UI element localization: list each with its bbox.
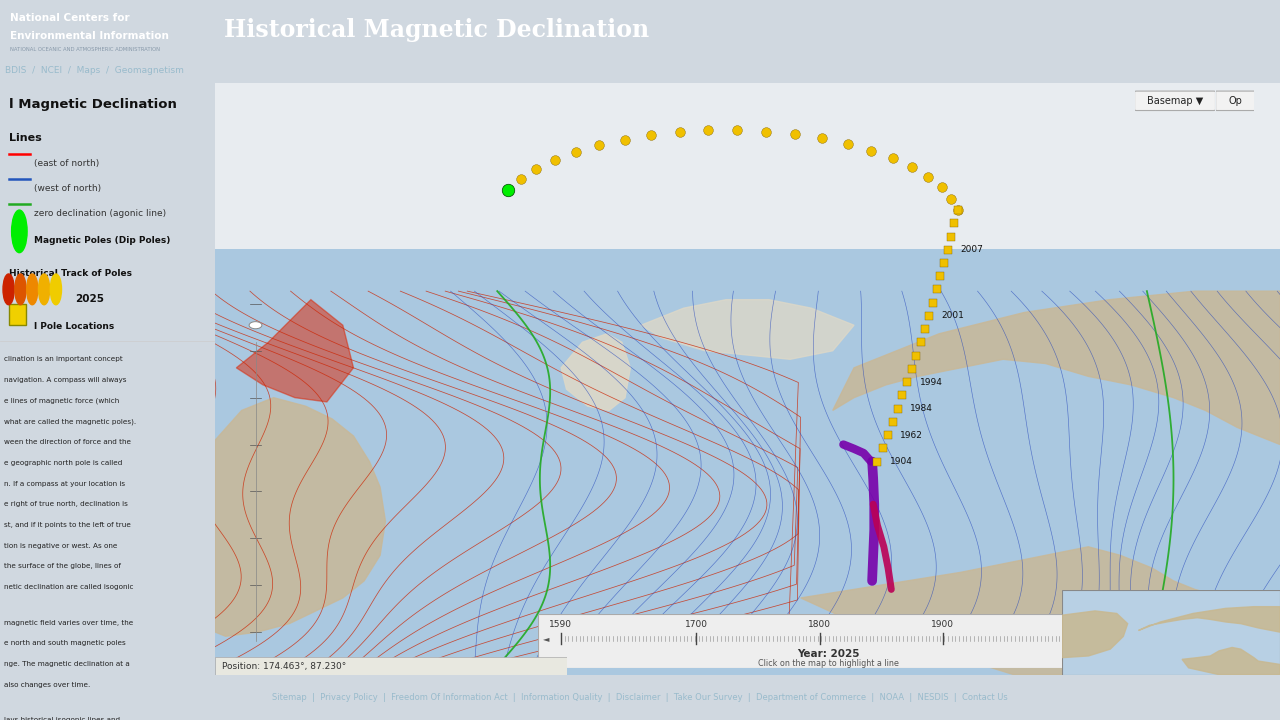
Circle shape bbox=[50, 274, 61, 305]
Text: netic declination are called isogonic: netic declination are called isogonic bbox=[4, 584, 134, 590]
Polygon shape bbox=[1062, 611, 1128, 657]
Text: n. If a compass at your location is: n. If a compass at your location is bbox=[4, 480, 125, 487]
Circle shape bbox=[27, 274, 38, 305]
Text: l Magnetic Declination: l Magnetic Declination bbox=[9, 98, 177, 111]
Text: Historical Track of Poles: Historical Track of Poles bbox=[9, 269, 132, 278]
Text: Position: 174.463°, 87.230°: Position: 174.463°, 87.230° bbox=[223, 662, 347, 670]
Polygon shape bbox=[237, 300, 353, 402]
Text: ►: ► bbox=[1108, 634, 1115, 643]
FancyBboxPatch shape bbox=[1134, 91, 1216, 110]
Text: Magnetic Poles (Dip Poles): Magnetic Poles (Dip Poles) bbox=[35, 236, 170, 245]
Text: nge. The magnetic declination at a: nge. The magnetic declination at a bbox=[4, 661, 131, 667]
Text: Year: 2025: Year: 2025 bbox=[797, 649, 860, 659]
Circle shape bbox=[15, 274, 26, 305]
Text: 1904: 1904 bbox=[890, 457, 913, 466]
Text: e lines of magnetic force (which: e lines of magnetic force (which bbox=[4, 397, 119, 404]
Text: lays historical isogonic lines and: lays historical isogonic lines and bbox=[4, 717, 120, 720]
Text: clination is an important concept: clination is an important concept bbox=[4, 356, 123, 362]
Text: NATIONAL OCEANIC AND ATMOSPHERIC ADMINISTRATION: NATIONAL OCEANIC AND ATMOSPHERIC ADMINIS… bbox=[10, 48, 160, 53]
Polygon shape bbox=[801, 546, 1280, 675]
Text: 1700: 1700 bbox=[685, 621, 708, 629]
Text: (east of north): (east of north) bbox=[35, 159, 100, 168]
Text: zero declination (agonic line): zero declination (agonic line) bbox=[35, 209, 166, 218]
Text: e geographic north pole is called: e geographic north pole is called bbox=[4, 460, 123, 466]
Text: Basemap ▼: Basemap ▼ bbox=[1147, 96, 1203, 106]
Polygon shape bbox=[833, 291, 1280, 444]
Text: e north and south magnetic poles: e north and south magnetic poles bbox=[4, 640, 125, 647]
Text: what are called the magnetic poles).: what are called the magnetic poles). bbox=[4, 418, 137, 425]
Polygon shape bbox=[561, 334, 630, 410]
Text: Sitemap  |  Privacy Policy  |  Freedom Of Information Act  |  Information Qualit: Sitemap | Privacy Policy | Freedom Of In… bbox=[273, 693, 1007, 702]
Text: the surface of the globe, lines of: the surface of the globe, lines of bbox=[4, 563, 122, 570]
Text: 2025: 2025 bbox=[1085, 621, 1108, 629]
Polygon shape bbox=[215, 397, 385, 636]
Bar bbox=[9, 304, 26, 325]
Text: Environmental Information: Environmental Information bbox=[10, 31, 169, 41]
Text: Historical Magnetic Declination: Historical Magnetic Declination bbox=[224, 17, 649, 42]
Text: 2025: 2025 bbox=[76, 294, 104, 304]
Text: navigation. A compass will always: navigation. A compass will always bbox=[4, 377, 127, 383]
Circle shape bbox=[250, 322, 262, 329]
Text: BDIS  /  NCEI  /  Maps  /  Geomagnetism: BDIS / NCEI / Maps / Geomagnetism bbox=[5, 66, 184, 76]
Circle shape bbox=[38, 274, 50, 305]
Text: National Centers for: National Centers for bbox=[10, 13, 129, 23]
Text: 2001: 2001 bbox=[942, 312, 965, 320]
Polygon shape bbox=[1183, 647, 1280, 675]
Polygon shape bbox=[1139, 607, 1280, 632]
Text: 1800: 1800 bbox=[808, 621, 831, 629]
Text: also changes over time.: also changes over time. bbox=[4, 682, 91, 688]
Text: 1590: 1590 bbox=[549, 621, 572, 629]
Text: 2007: 2007 bbox=[960, 246, 983, 254]
Circle shape bbox=[3, 274, 14, 305]
Text: e right of true north, declination is: e right of true north, declination is bbox=[4, 501, 128, 507]
Text: tion is negative or west. As one: tion is negative or west. As one bbox=[4, 543, 118, 549]
Text: Click on the map to highlight a line: Click on the map to highlight a line bbox=[758, 659, 900, 668]
Polygon shape bbox=[641, 300, 854, 359]
Text: Op: Op bbox=[1229, 96, 1242, 106]
Text: magnetic field varies over time, the: magnetic field varies over time, the bbox=[4, 620, 133, 626]
Text: 1962: 1962 bbox=[900, 431, 923, 440]
Text: 1984: 1984 bbox=[910, 404, 933, 413]
Text: 1900: 1900 bbox=[932, 621, 954, 629]
Text: l Pole Locations: l Pole Locations bbox=[35, 323, 115, 331]
Bar bbox=[215, 83, 1280, 248]
Text: ween the direction of force and the: ween the direction of force and the bbox=[4, 439, 132, 445]
Bar bbox=[215, 248, 1280, 675]
Text: st, and if it points to the left of true: st, and if it points to the left of true bbox=[4, 522, 131, 528]
Circle shape bbox=[12, 210, 27, 253]
Text: Lines: Lines bbox=[9, 133, 41, 143]
FancyBboxPatch shape bbox=[1216, 91, 1254, 110]
Text: (west of north): (west of north) bbox=[35, 184, 101, 193]
Text: ◄: ◄ bbox=[543, 634, 549, 643]
Text: 1994: 1994 bbox=[920, 378, 943, 387]
